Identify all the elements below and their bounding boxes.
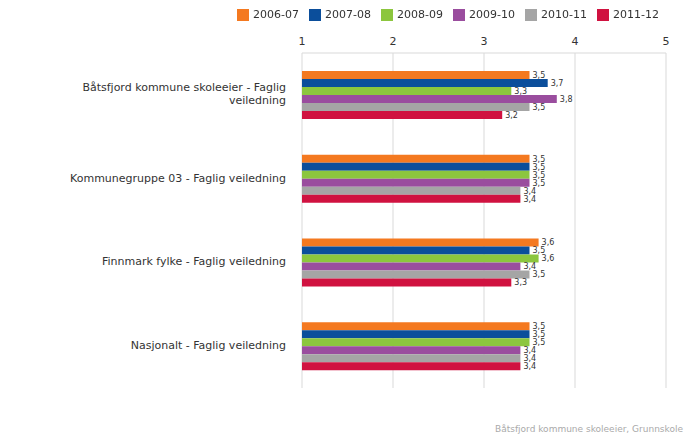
svg-text:3,5: 3,5 <box>532 246 546 256</box>
html-text:2011-12: 2011-12 <box>612 8 659 21</box>
svg-text:3,5: 3,5 <box>533 103 546 112</box>
svg-text:3,8: 3,8 <box>560 95 573 104</box>
html-text:2008-09: 2008-09 <box>397 8 443 21</box>
svg-text:3,4: 3,4 <box>523 186 537 196</box>
svg-text:3,5: 3,5 <box>532 170 546 180</box>
svg-text:3,6: 3,6 <box>541 238 555 248</box>
svg-text:3,4: 3,4 <box>523 354 537 364</box>
html-text:2009-10: 2009-10 <box>469 8 515 21</box>
svg-text:3,4: 3,4 <box>523 362 536 371</box>
svg-text:4: 4 <box>572 35 579 48</box>
html-text:Båtsfjord kommune skoleeier, G: Båtsfjord kommune skoleeier, Grunnskole <box>495 424 683 434</box>
html-text:2007-08: 2007-08 <box>325 8 371 21</box>
html-text:2010-11: 2010-11 <box>541 8 587 21</box>
svg-text:Finnmark fylke - Faglig veiled: Finnmark fylke - Faglig veiledning <box>102 255 286 268</box>
svg-text:3: 3 <box>481 35 488 48</box>
html-text:2006-07: 2006-07 <box>253 8 300 21</box>
svg-text:3,4: 3,4 <box>523 346 537 356</box>
svg-text:1: 1 <box>299 35 306 48</box>
svg-text:Båtsfjord kommune skoleeier -: Båtsfjord kommune skoleeier - Fagligveil… <box>82 81 286 107</box>
svg-text:3,5: 3,5 <box>532 322 546 332</box>
svg-text:Nasjonalt - Faglig veiledning: Nasjonalt - Faglig veiledning <box>131 339 286 352</box>
svg-text:3,4: 3,4 <box>523 262 537 272</box>
svg-text:3,6: 3,6 <box>542 254 555 263</box>
svg-text:3,2: 3,2 <box>505 111 518 120</box>
svg-text:3,3: 3,3 <box>514 87 527 96</box>
svg-text:3,5: 3,5 <box>533 71 546 80</box>
svg-text:3,3: 3,3 <box>514 278 527 287</box>
svg-text:5: 5 <box>663 35 670 48</box>
svg-text:Kommunegruppe 03 - Faglig veil: Kommunegruppe 03 - Faglig veiledning <box>70 172 286 185</box>
svg-text:2: 2 <box>390 35 397 48</box>
svg-text:3,7: 3,7 <box>551 79 564 88</box>
svg-text:3,4: 3,4 <box>523 195 536 204</box>
svg-text:3,5: 3,5 <box>533 270 546 279</box>
svg-text:3,5: 3,5 <box>532 178 546 188</box>
svg-text:3,5: 3,5 <box>532 162 546 172</box>
svg-text:3,5: 3,5 <box>532 330 546 340</box>
svg-text:3,5: 3,5 <box>532 154 546 164</box>
svg-text:3,5: 3,5 <box>532 338 546 348</box>
